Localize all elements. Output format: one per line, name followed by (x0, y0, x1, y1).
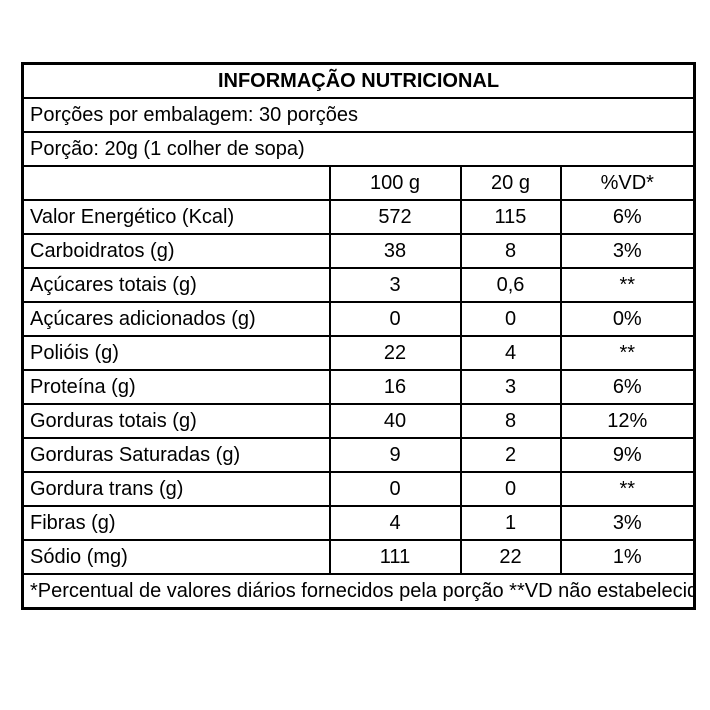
table-row-gordura-trans: Gordura trans (g) 0 0 ** (21, 471, 696, 507)
nutrient-label: Carboidratos (g) (21, 233, 331, 269)
value-vd: 6% (559, 199, 696, 235)
value-20g: 1 (459, 505, 562, 541)
value-100g: 0 (328, 301, 462, 337)
value-20g: 8 (459, 233, 562, 269)
table-row-poliois: Polióis (g) 22 4 ** (21, 335, 696, 371)
value-20g: 115 (459, 199, 562, 235)
value-vd: 0% (559, 301, 696, 337)
servings-row: Porções por embalagem: 30 porções (21, 97, 696, 133)
column-header-vd: %VD* (559, 165, 696, 201)
value-vd: ** (559, 471, 696, 507)
value-vd: ** (559, 267, 696, 303)
value-20g: 0 (459, 471, 562, 507)
value-vd: 1% (559, 539, 696, 575)
value-100g: 9 (328, 437, 462, 473)
nutrition-label: INFORMAÇÃO NUTRICIONAL Porções por embal… (21, 62, 697, 610)
nutrient-label: Açúcares totais (g) (21, 267, 331, 303)
table-row-fibras: Fibras (g) 4 1 3% (21, 505, 696, 541)
value-vd: ** (559, 335, 696, 371)
nutrient-label: Gordura trans (g) (21, 471, 331, 507)
column-header-20g: 20 g (459, 165, 562, 201)
column-header-blank (21, 165, 331, 201)
value-vd: 6% (559, 369, 696, 405)
column-header-row: 100 g 20 g %VD* (21, 165, 696, 201)
value-100g: 111 (328, 539, 462, 575)
nutrient-label: Polióis (g) (21, 335, 331, 371)
value-100g: 22 (328, 335, 462, 371)
portion-size: Porção: 20g (1 colher de sopa) (21, 131, 696, 167)
table-row-gorduras-saturadas: Gorduras Saturadas (g) 9 2 9% (21, 437, 696, 473)
table-row-carboidratos: Carboidratos (g) 38 8 3% (21, 233, 696, 269)
table-row-acucares-totais: Açúcares totais (g) 3 0,6 ** (21, 267, 696, 303)
value-vd: 3% (559, 505, 696, 541)
value-100g: 4 (328, 505, 462, 541)
nutrition-table: INFORMAÇÃO NUTRICIONAL Porções por embal… (21, 62, 697, 610)
value-100g: 3 (328, 267, 462, 303)
value-vd: 3% (559, 233, 696, 269)
nutrient-label: Sódio (mg) (21, 539, 331, 575)
footnote-row: *Percentual de valores diários fornecido… (21, 573, 696, 610)
table-row-gorduras-totais: Gorduras totais (g) 40 8 12% (21, 403, 696, 439)
nutrient-label: Gorduras Saturadas (g) (21, 437, 331, 473)
value-vd: 12% (559, 403, 696, 439)
value-20g: 0,6 (459, 267, 562, 303)
value-20g: 22 (459, 539, 562, 575)
table-row-valor-energetico: Valor Energético (Kcal) 572 115 6% (21, 199, 696, 235)
value-100g: 0 (328, 471, 462, 507)
nutrient-label: Proteína (g) (21, 369, 331, 405)
nutrient-label: Valor Energético (Kcal) (21, 199, 331, 235)
table-row-sodio: Sódio (mg) 111 22 1% (21, 539, 696, 575)
value-100g: 572 (328, 199, 462, 235)
table-row-proteina: Proteína (g) 16 3 6% (21, 369, 696, 405)
portion-row: Porção: 20g (1 colher de sopa) (21, 131, 696, 167)
nutrient-label: Açúcares adicionados (g) (21, 301, 331, 337)
value-100g: 40 (328, 403, 462, 439)
value-20g: 2 (459, 437, 562, 473)
servings-per-package: Porções por embalagem: 30 porções (21, 97, 696, 133)
value-20g: 4 (459, 335, 562, 371)
nutrient-label: Gorduras totais (g) (21, 403, 331, 439)
footnote: *Percentual de valores diários fornecido… (21, 573, 696, 610)
value-100g: 16 (328, 369, 462, 405)
title-row: INFORMAÇÃO NUTRICIONAL (21, 62, 696, 99)
value-20g: 3 (459, 369, 562, 405)
table-row-acucares-adicionados: Açúcares adicionados (g) 0 0 0% (21, 301, 696, 337)
value-vd: 9% (559, 437, 696, 473)
column-header-100g: 100 g (328, 165, 462, 201)
table-title: INFORMAÇÃO NUTRICIONAL (21, 62, 696, 99)
value-100g: 38 (328, 233, 462, 269)
value-20g: 0 (459, 301, 562, 337)
value-20g: 8 (459, 403, 562, 439)
nutrient-label: Fibras (g) (21, 505, 331, 541)
